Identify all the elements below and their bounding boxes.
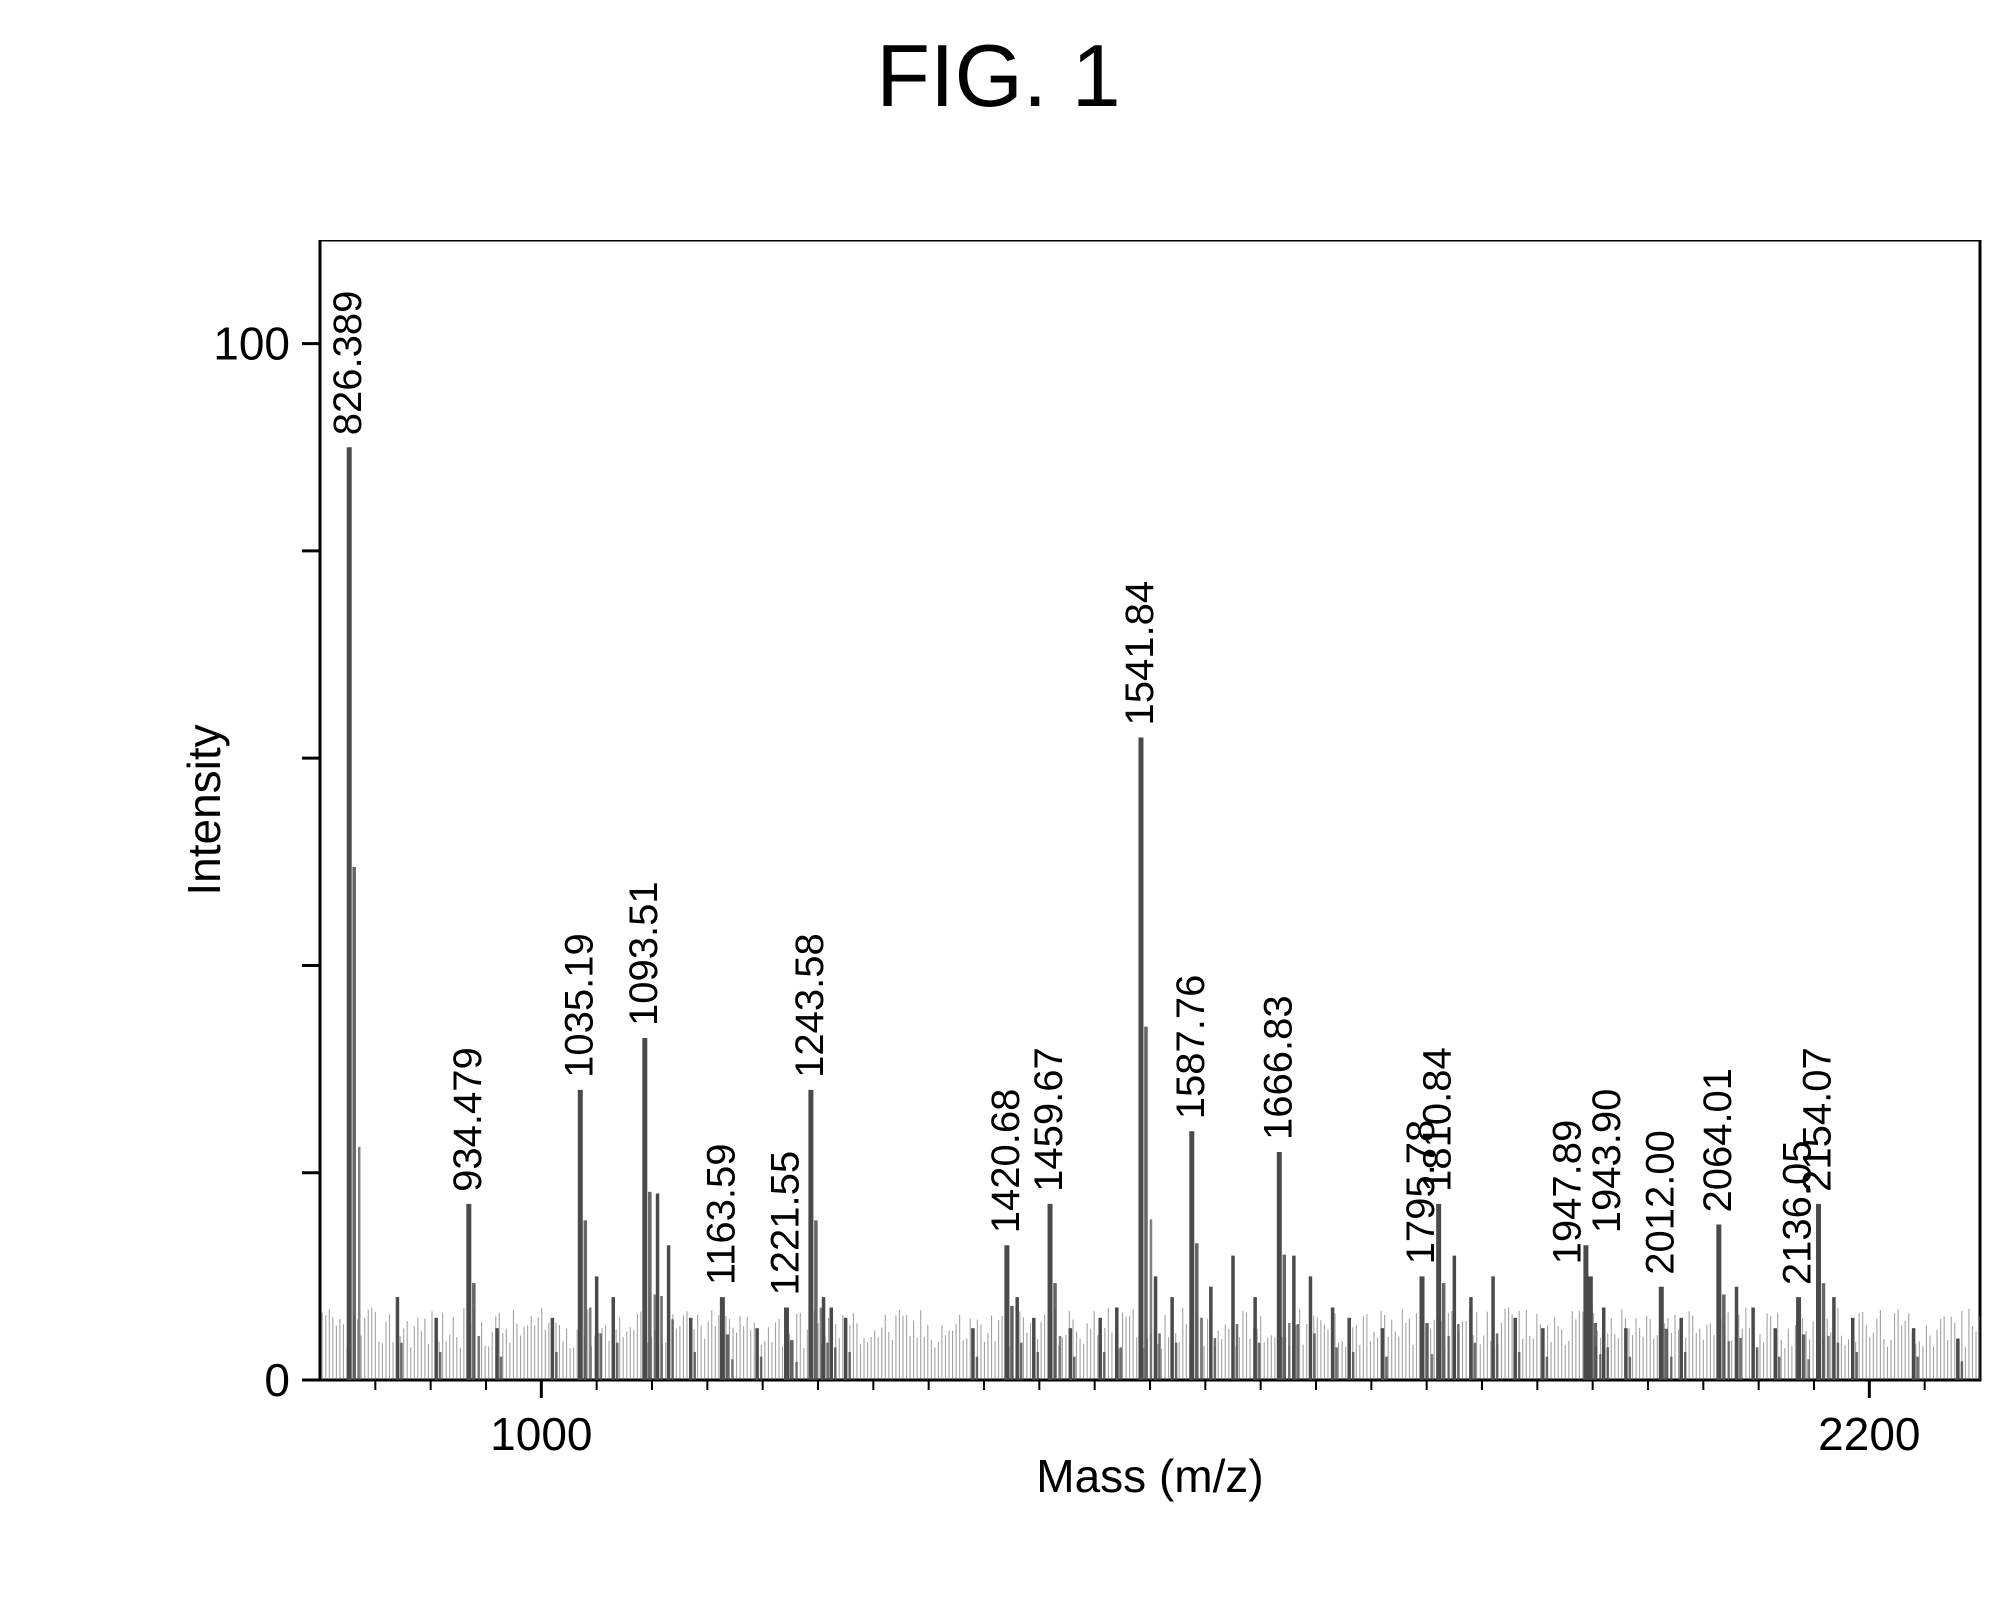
figure-title: FIG. 1 <box>0 25 1997 127</box>
peak-label: 934.479 <box>446 1047 490 1192</box>
peak-label: 826.389 <box>326 291 370 436</box>
ytick-label: 100 <box>213 318 290 370</box>
peak-label: 1943.90 <box>1585 1089 1629 1234</box>
peak-label: 2154.07 <box>1796 1047 1840 1192</box>
peak-label: 1093.51 <box>622 881 666 1026</box>
peak-label: 1221.55 <box>764 1151 808 1296</box>
peak-label: 1587.76 <box>1169 975 1213 1120</box>
peak-label: 1243.58 <box>788 933 832 1078</box>
chart-svg: 0 100 1000 2200 Intensity Mass (m/z) 826.389 93… <box>180 240 1997 1520</box>
mass-spectrum-chart: 0 100 1000 2200 Intensity Mass (m/z) 826.389 93… <box>180 240 1997 1520</box>
peak-label: 1541.84 <box>1118 581 1162 726</box>
xtick-label: 1000 <box>490 1408 592 1460</box>
x-axis-label: Mass (m/z) <box>1036 1450 1263 1502</box>
peak-label: 1035.19 <box>557 933 601 1078</box>
peak-label: 1947.89 <box>1545 1120 1589 1265</box>
peak-label: 1420.68 <box>984 1089 1028 1234</box>
y-axis-label: Intensity <box>180 724 230 895</box>
peak-label: 2012.00 <box>1638 1130 1682 1275</box>
xtick-label: 2200 <box>1818 1408 1920 1460</box>
peak-label: 2064.01 <box>1696 1068 1740 1213</box>
peak-label: 1459.67 <box>1027 1047 1071 1192</box>
page: FIG. 1 0 100 1000 2200 Intensity Mass (m/z) 82… <box>0 0 1997 1602</box>
labeled-peaks: 826.389 934.479 1035.19 1093.51 1163.59 1221.… <box>326 291 1839 1380</box>
ytick-label: 0 <box>264 1354 290 1406</box>
peak-label: 1163.59 <box>699 1143 743 1285</box>
peak-label: 1810.84 <box>1416 1047 1460 1192</box>
peak-label: 1666.83 <box>1256 995 1300 1140</box>
